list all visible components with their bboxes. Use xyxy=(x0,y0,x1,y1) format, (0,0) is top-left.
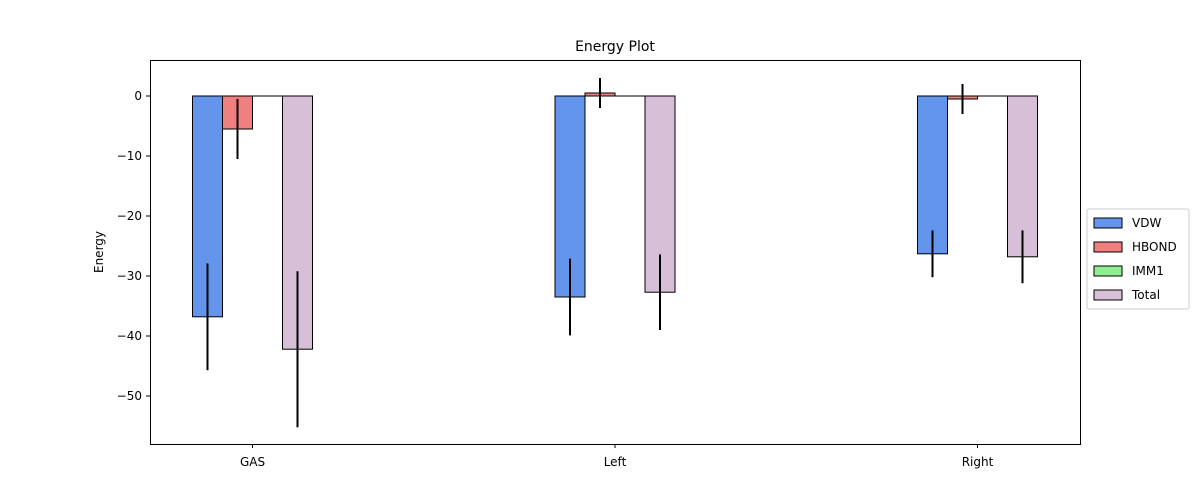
y-tick-label: −10 xyxy=(117,149,142,163)
legend-frame xyxy=(1086,208,1190,310)
legend-label-total: Total xyxy=(1131,288,1160,302)
y-tick-label: 0 xyxy=(134,89,142,103)
y-tick-label: −40 xyxy=(117,329,142,343)
y-axis-ticks: 0 −10 −20 −30 −40 −50 xyxy=(117,89,150,403)
legend-swatch-vdw xyxy=(1093,217,1123,229)
legend: VDW HBOND IMM1 Total xyxy=(1086,208,1190,310)
legend-swatch-imm1 xyxy=(1093,265,1123,277)
legend-label-hbond: HBOND xyxy=(1132,240,1177,254)
legend-swatch-total xyxy=(1093,289,1123,301)
y-axis-title: Energy xyxy=(92,231,106,273)
bars-group xyxy=(192,92,1038,350)
x-tick-label-right: Right xyxy=(962,455,994,469)
x-axis-ticks: GAS Left Right xyxy=(240,444,994,469)
legend-label-imm1: IMM1 xyxy=(1132,264,1164,278)
y-tick-label: −50 xyxy=(117,389,142,403)
chart-title: Energy Plot xyxy=(575,39,655,55)
y-tick-label: −20 xyxy=(117,209,142,223)
legend-label-vdw: VDW xyxy=(1132,216,1161,230)
error-bars-group xyxy=(206,78,1024,428)
bar-total-right xyxy=(1007,95,1038,258)
x-tick-label-left: Left xyxy=(604,455,627,469)
y-tick-label: −30 xyxy=(117,269,142,283)
x-tick-label-gas: GAS xyxy=(240,455,265,469)
legend-swatch-hbond xyxy=(1093,241,1123,253)
bar-vdw-right xyxy=(917,95,948,255)
